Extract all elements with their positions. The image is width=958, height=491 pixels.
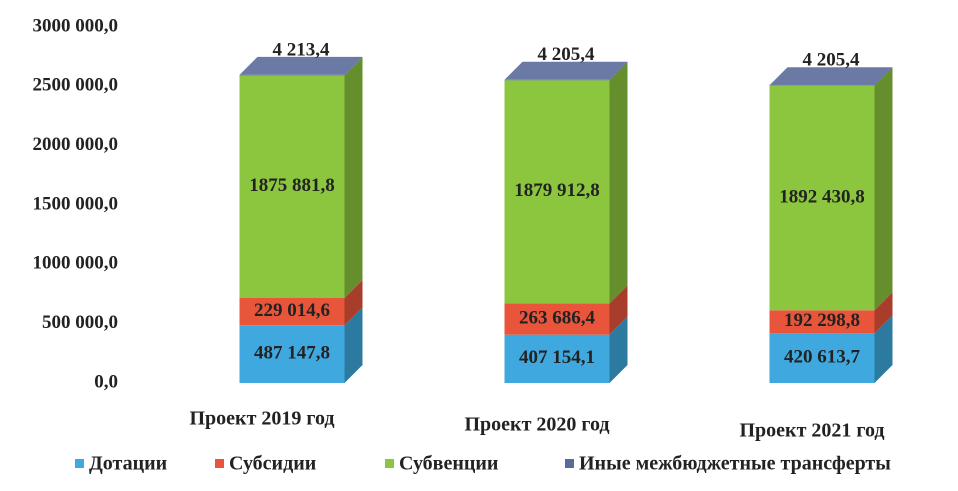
x-tick-label: Проект 2019 год	[189, 408, 334, 430]
value-label: 4 213,4	[273, 39, 331, 60]
bar-side	[609, 316, 628, 383]
bar-side	[874, 292, 893, 334]
value-label: 420 613,7	[784, 346, 861, 367]
value-label: 1892 430,8	[779, 186, 865, 207]
bar-segment	[504, 334, 610, 383]
bar-segment	[769, 333, 875, 383]
value-label: 1875 881,8	[249, 175, 335, 196]
bar-top	[504, 61, 628, 80]
legend-swatch	[75, 459, 84, 468]
y-tick-label: 500 000,0	[42, 312, 118, 333]
legend-swatch	[215, 459, 224, 468]
legend-swatch	[385, 459, 394, 468]
bar-side	[344, 57, 363, 299]
value-label: 487 147,8	[254, 342, 330, 363]
bar-segment	[504, 80, 610, 304]
y-tick-label: 2500 000,0	[33, 75, 119, 96]
value-label: 263 686,4	[519, 307, 596, 328]
bar-side	[344, 307, 363, 383]
bar-side	[609, 61, 628, 81]
bar-segment	[769, 85, 875, 86]
value-label: 192 298,8	[784, 310, 860, 331]
legend-label: Иные межбюджетные трансферты	[579, 453, 891, 475]
value-label: 4 205,4	[538, 44, 596, 65]
bar-side	[874, 67, 893, 311]
bar-segment	[239, 298, 345, 326]
bar-segment	[239, 325, 345, 383]
bar-side	[609, 285, 628, 335]
bar-side	[344, 56, 363, 76]
y-tick-label: 1000 000,0	[33, 253, 119, 274]
legend-label: Дотации	[89, 453, 167, 475]
bar-side	[609, 62, 628, 304]
bar-side	[874, 67, 893, 86]
y-tick-label: 1500 000,0	[33, 193, 119, 214]
bar-side	[874, 315, 893, 383]
bar-top	[239, 56, 363, 75]
value-label: 229 014,6	[254, 300, 330, 321]
legend-label: Субсидии	[229, 453, 316, 475]
bar-segment	[239, 74, 345, 76]
bar-top	[769, 67, 893, 86]
y-tick-label: 3000 000,0	[33, 15, 119, 36]
value-label: 1879 912,8	[514, 180, 600, 201]
legend-swatch	[565, 459, 574, 468]
value-label: 4 205,4	[803, 50, 861, 71]
y-tick-label: 0,0	[94, 371, 118, 392]
x-tick-label: Проект 2020 год	[464, 414, 609, 436]
bar-segment	[769, 310, 875, 334]
y-tick-label: 2000 000,0	[33, 134, 119, 155]
x-tick-label: Проект 2021 год	[739, 420, 884, 442]
bar-segment	[239, 75, 345, 299]
bar-side	[344, 280, 363, 326]
legend-label: Субвенции	[399, 453, 498, 475]
value-label: 407 154,1	[519, 347, 595, 368]
bar-segment	[504, 303, 610, 335]
bar-segment	[504, 79, 610, 81]
bar-segment	[769, 85, 875, 311]
